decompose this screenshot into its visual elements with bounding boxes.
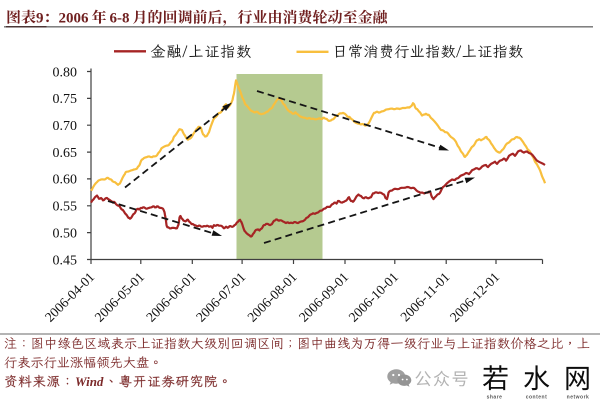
svg-text:0.70: 0.70 xyxy=(53,119,78,134)
svg-text:0.50: 0.50 xyxy=(53,226,78,241)
svg-text:content: content xyxy=(526,395,548,401)
svg-text:0.60: 0.60 xyxy=(53,173,78,188)
svg-text:2006-09-01: 2006-09-01 xyxy=(296,269,351,324)
svg-text:2006: 2006 xyxy=(59,11,90,27)
svg-text:share: share xyxy=(487,395,503,401)
svg-text:0.75: 0.75 xyxy=(53,92,78,107)
svg-text:2006-07-01: 2006-07-01 xyxy=(193,269,248,324)
svg-text:2006-06-01: 2006-06-01 xyxy=(143,269,198,324)
svg-text:2006-12-01: 2006-12-01 xyxy=(447,269,502,324)
svg-text:network: network xyxy=(567,395,590,401)
svg-text:2006-05-01: 2006-05-01 xyxy=(92,269,147,324)
svg-text:Wind: Wind xyxy=(75,374,104,389)
svg-text:6-8: 6-8 xyxy=(110,11,130,27)
svg-text:2006-08-01: 2006-08-01 xyxy=(244,269,299,324)
svg-text:0.65: 0.65 xyxy=(53,146,78,161)
svg-text:9: 9 xyxy=(36,11,44,27)
svg-text:0.45: 0.45 xyxy=(53,253,78,268)
svg-text:2006-11-01: 2006-11-01 xyxy=(397,269,452,324)
svg-text:0.55: 0.55 xyxy=(53,200,78,215)
svg-text:0.80: 0.80 xyxy=(53,65,78,80)
svg-text:2006-10-01: 2006-10-01 xyxy=(346,269,401,324)
svg-text:2006-04-01: 2006-04-01 xyxy=(42,269,97,324)
